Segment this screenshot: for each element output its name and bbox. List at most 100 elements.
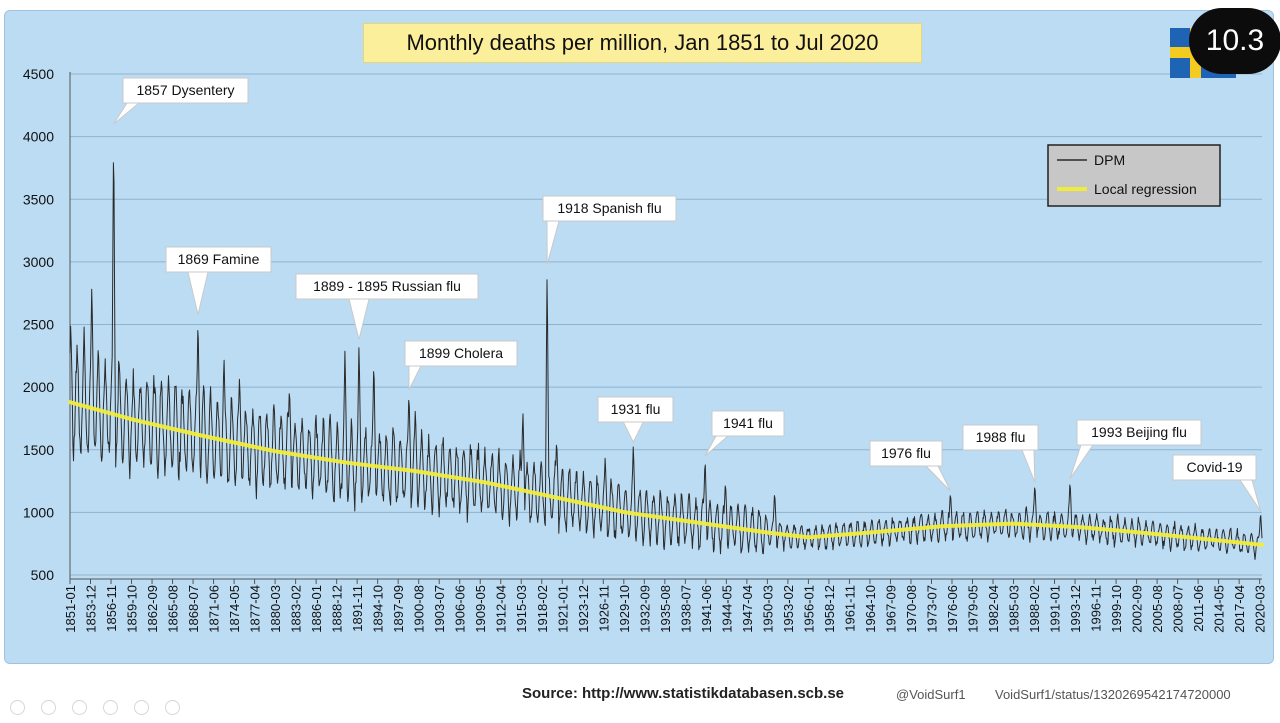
- chart-panel: [4, 10, 1274, 664]
- player-grid-icon[interactable]: [103, 700, 118, 715]
- series-dpm-line: [69, 162, 1263, 560]
- x-tick-label: 1956-01: [801, 585, 816, 633]
- legend-label-dpm: DPM: [1094, 152, 1125, 168]
- player-edit-icon[interactable]: [72, 700, 87, 715]
- annotation-box: [165, 246, 272, 273]
- x-tick-label: 1883-02: [289, 585, 304, 633]
- annotation-label: 1869 Famine: [178, 251, 260, 267]
- x-tick-label: 1982-04: [986, 585, 1001, 633]
- x-tick-label: 2011-06: [1191, 585, 1206, 632]
- y-tick-label: 4000: [23, 129, 54, 145]
- annotation-pointer: [113, 102, 141, 125]
- x-tick-label: 1877-04: [248, 585, 263, 633]
- y-tick-label: 1000: [23, 504, 54, 520]
- x-tick-label: 1926-11: [596, 585, 611, 632]
- annotation-box: [711, 410, 785, 437]
- x-tick-label: 1947-04: [740, 585, 755, 633]
- y-tick-label: 500: [31, 567, 55, 583]
- player-more-icon[interactable]: [165, 700, 180, 715]
- x-tick-label: 1903-07: [432, 585, 447, 633]
- annotation-pointer: [348, 298, 370, 340]
- x-tick-label: 1944-05: [719, 585, 734, 633]
- annotation-label: 1899 Cholera: [419, 345, 503, 361]
- x-tick-label: 1894-10: [371, 585, 386, 633]
- x-tick-label: 1909-05: [473, 585, 488, 633]
- y-tick-label: 2000: [23, 379, 54, 395]
- x-tick-label: 1932-09: [637, 585, 652, 633]
- annotation-label: 1931 flu: [611, 401, 661, 417]
- x-tick-label: 1851-01: [63, 585, 78, 633]
- x-tick-label: 2002-09: [1130, 585, 1145, 633]
- annotation-label: 1941 flu: [723, 415, 773, 431]
- x-tick-label: 1985-03: [1007, 585, 1022, 633]
- x-tick-label: 1999-10: [1109, 585, 1124, 633]
- y-tick-label: 2500: [23, 317, 54, 333]
- x-tick-label: 1993-12: [1068, 585, 1083, 633]
- x-tick-label: 1973-07: [924, 585, 939, 633]
- x-tick-label: 1988-02: [1027, 585, 1042, 633]
- x-tick-label: 2014-05: [1212, 585, 1227, 633]
- chart-title: Monthly deaths per million, Jan 1851 to …: [363, 23, 922, 63]
- annotation-box: [597, 396, 674, 423]
- x-tick-label: 1958-12: [822, 585, 837, 633]
- annotation-label: 1889 - 1895 Russian flu: [313, 278, 461, 294]
- x-tick-label: 1897-09: [391, 585, 406, 633]
- annotation-pointer: [1021, 449, 1036, 483]
- annotation-label: 1976 flu: [881, 445, 931, 461]
- x-tick-label: 1880-03: [268, 585, 283, 633]
- x-tick-label: 1868-07: [186, 585, 201, 633]
- x-tick-label: 1906-06: [453, 585, 468, 633]
- x-tick-label: 1953-02: [781, 585, 796, 633]
- annotation-box: [869, 440, 943, 467]
- x-tick-label: 1961-11: [842, 585, 857, 632]
- twitter-handle: @VoidSurf1: [896, 687, 966, 702]
- series-regression-line: [68, 400, 1264, 547]
- source-text: Source: http://www.statistikdatabasen.sc…: [522, 685, 845, 702]
- x-tick-label: 1915-03: [514, 585, 529, 633]
- player-back-icon[interactable]: [10, 700, 25, 715]
- annotation-box: [295, 273, 479, 300]
- annotation-pointer: [408, 365, 422, 390]
- player-prev-icon[interactable]: [41, 700, 56, 715]
- player-zoom-icon[interactable]: [134, 700, 149, 715]
- annotation-box: [542, 195, 677, 222]
- annotation-box: [122, 77, 249, 104]
- x-tick-label: 1923-12: [576, 585, 591, 633]
- annotation-box: [1076, 419, 1202, 446]
- annotation-box: [404, 340, 518, 367]
- x-tick-label: 1865-08: [166, 585, 181, 633]
- annotation-label: 1857 Dysentery: [136, 82, 234, 98]
- annotation-pointer: [622, 421, 645, 444]
- y-tick-label: 3000: [23, 254, 54, 270]
- x-tick-label: 1938-07: [678, 585, 693, 633]
- annotation-label: 1988 flu: [976, 429, 1026, 445]
- x-tick-label: 1886-01: [309, 585, 324, 633]
- x-tick-label: 2008-07: [1171, 585, 1186, 633]
- x-tick-label: 1991-01: [1048, 585, 1063, 633]
- x-tick-label: 1856-11: [104, 585, 119, 632]
- x-tick-label: 1900-08: [412, 585, 427, 633]
- annotation-box: [962, 424, 1039, 451]
- annotation-pointer: [187, 271, 209, 315]
- slide-number-badge: 10.3: [1189, 8, 1280, 74]
- x-tick-label: 1874-05: [227, 585, 242, 633]
- annotation-pointer: [546, 220, 560, 265]
- annotation-pointer: [1239, 479, 1262, 512]
- y-tick-label: 3500: [23, 191, 54, 207]
- status-link[interactable]: VoidSurf1/status/1320269542174720000: [995, 687, 1231, 702]
- x-tick-label: 2005-08: [1150, 585, 1165, 633]
- x-tick-label: 1970-08: [904, 585, 919, 633]
- x-tick-label: 2017-04: [1232, 585, 1247, 633]
- x-tick-label: 1888-12: [330, 585, 345, 633]
- x-tick-label: 1996-11: [1089, 585, 1104, 632]
- chart-legend: DPM Local regression: [1047, 144, 1221, 207]
- annotation-label: 1918 Spanish flu: [557, 200, 661, 216]
- x-tick-label: 1967-09: [883, 585, 898, 633]
- annotation-pointer: [704, 435, 730, 457]
- x-tick-label: 2020-03: [1253, 585, 1268, 633]
- x-tick-label: 1921-01: [555, 585, 570, 633]
- x-tick-label: 1964-10: [863, 585, 878, 633]
- y-tick-label: 1500: [23, 442, 54, 458]
- legend-label-regression: Local regression: [1094, 181, 1197, 197]
